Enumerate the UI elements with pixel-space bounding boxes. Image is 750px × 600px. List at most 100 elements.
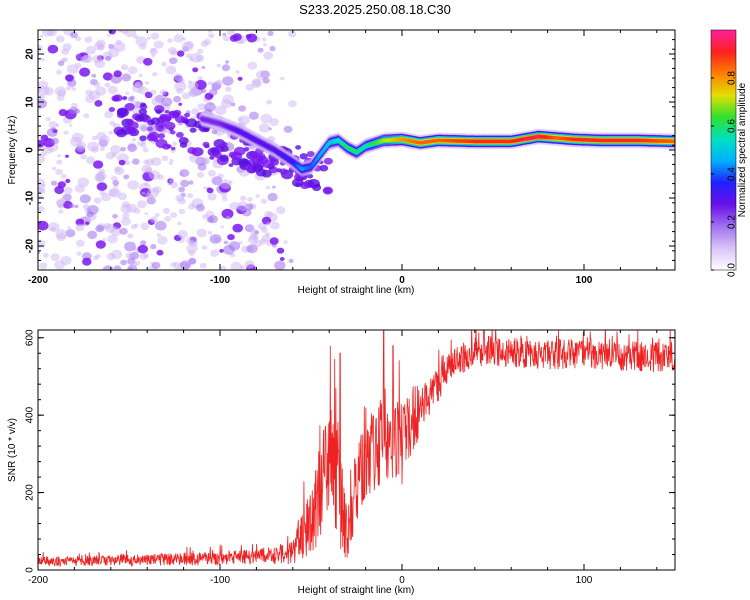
spectrogram-blob — [88, 90, 100, 100]
spectrogram-blob — [107, 234, 118, 244]
spectrogram-blob — [162, 208, 171, 214]
spectrogram-blob — [179, 169, 190, 178]
spectrogram-blob — [140, 240, 147, 246]
spectrogram-blob — [201, 157, 210, 165]
spectrogram-blob — [57, 60, 65, 66]
spectrogram-blob — [140, 222, 150, 230]
spectrogram-blob — [227, 234, 235, 241]
spectrogram-blob — [319, 164, 329, 172]
spectrogram-blob — [38, 187, 44, 194]
colorbar: 0.0 0.2 0.4 0.6 0.8 Normalized spectral ampl… — [710, 29, 748, 277]
spectrogram-blob — [91, 135, 98, 141]
spectrogram-blob — [55, 229, 68, 240]
x-tick-label: -100 — [210, 275, 230, 286]
spectrogram-blob — [203, 127, 210, 133]
spectrogram-blob — [150, 157, 162, 166]
spectrogram-blob — [168, 161, 173, 165]
spectrogram-blob — [66, 64, 79, 74]
y-tick-label: 400 — [25, 406, 36, 423]
spectrogram-blob — [56, 69, 62, 75]
spectrogram-blob — [38, 155, 46, 163]
spectrogram-blob — [38, 44, 44, 53]
spectrogram-blob — [257, 47, 264, 53]
spectrogram-blob — [168, 110, 179, 119]
spectrogram-blob — [45, 117, 51, 122]
spectrogram-blob — [87, 230, 98, 240]
snr-y-axis-title: SNR (10 * v/v) — [7, 418, 18, 482]
snr-panel: -200 -100 0 100 0 200 400 600 Height of straigh… — [7, 329, 676, 596]
spectrogram-blob — [252, 163, 264, 172]
spectrogram-blob — [180, 179, 190, 188]
spectrogram-blob — [215, 105, 227, 116]
spectrogram-blob — [173, 95, 182, 103]
spectrogram-blob — [101, 192, 112, 202]
spectrogram-blob — [185, 118, 198, 128]
spectrogram-blob — [93, 81, 101, 88]
spectrogram-blob — [132, 158, 140, 165]
spectrogram-blob — [240, 195, 247, 201]
spectrogram-blob — [51, 127, 56, 132]
spectrogram-blob — [279, 76, 285, 81]
spectrogram-blob — [74, 204, 79, 209]
spectrogram-blob — [176, 131, 184, 138]
spectrogram-blob — [51, 180, 58, 186]
spectrogram-blob — [38, 206, 45, 212]
spectrogram-blob — [38, 220, 49, 231]
spectrogram-blob — [255, 194, 260, 198]
spectrogram-blob — [124, 103, 135, 111]
spectrogram-blob — [160, 102, 164, 106]
spectrogram-blob — [181, 92, 190, 100]
spectrogram-blob — [105, 55, 112, 62]
spectrogram-blob — [169, 159, 174, 163]
spectrogram-blob — [70, 31, 78, 39]
spectrogram-ridge — [198, 110, 675, 178]
spectrogram-blob — [206, 216, 214, 223]
spectrogram-blob — [269, 237, 279, 245]
spectrogram-blob — [152, 261, 161, 269]
y-tick-label: 0 — [25, 147, 36, 153]
spectrogram-blob — [133, 263, 138, 267]
spectrogram-blob — [71, 132, 84, 143]
spectrogram-blob — [207, 230, 213, 235]
spectrogram-blob — [56, 198, 65, 207]
spectrogram-blob — [178, 186, 186, 193]
spectrogram-blob — [42, 252, 49, 258]
spectrogram-blob — [170, 212, 178, 218]
spectrogram-blob — [229, 202, 240, 211]
colorbar-tick-label: 0.0 — [727, 263, 738, 277]
spectrogram-blob — [173, 34, 184, 43]
spectrogram-blob — [147, 119, 155, 126]
spectrogram-blob — [128, 241, 136, 247]
spectrogram-blob — [225, 60, 230, 64]
spectrogram-blob — [185, 53, 192, 59]
spectrogram-blob — [54, 185, 65, 195]
spectrogram-blob — [238, 241, 243, 245]
spectrogram-blob — [210, 249, 220, 257]
spectrogram-blob — [144, 212, 149, 215]
spectrogram-blob — [67, 226, 71, 230]
spectrogram-blob — [77, 177, 90, 188]
spectrogram-blob — [261, 169, 272, 178]
spectrogram-blob — [178, 208, 186, 215]
spectrogram-blob — [52, 166, 57, 171]
spectrogram-blob — [127, 143, 138, 153]
spectrogram-blob — [148, 170, 161, 180]
spectrogram-blob — [38, 86, 50, 96]
spectrogram-blob — [108, 188, 119, 197]
spectrogram-blob — [276, 247, 285, 254]
spectrogram-blob — [75, 144, 86, 152]
spectrogram-blob — [202, 141, 210, 148]
spectrogram-blob — [69, 203, 75, 209]
spectrogram-blob — [66, 86, 72, 91]
spectrogram-blob — [126, 203, 138, 213]
spectrogram-blob — [192, 147, 204, 157]
spectrogram-blob — [118, 192, 127, 201]
spectrogram-blob — [295, 145, 302, 150]
spectrogram-blob — [165, 121, 176, 130]
spectrogram-blob — [141, 191, 146, 195]
spectrogram-blob — [188, 239, 195, 245]
spectrogram-blob — [186, 243, 198, 254]
spectrogram-blob — [199, 262, 207, 269]
y-tick-label: 20 — [25, 48, 36, 60]
spectrogram-blob — [116, 129, 127, 138]
